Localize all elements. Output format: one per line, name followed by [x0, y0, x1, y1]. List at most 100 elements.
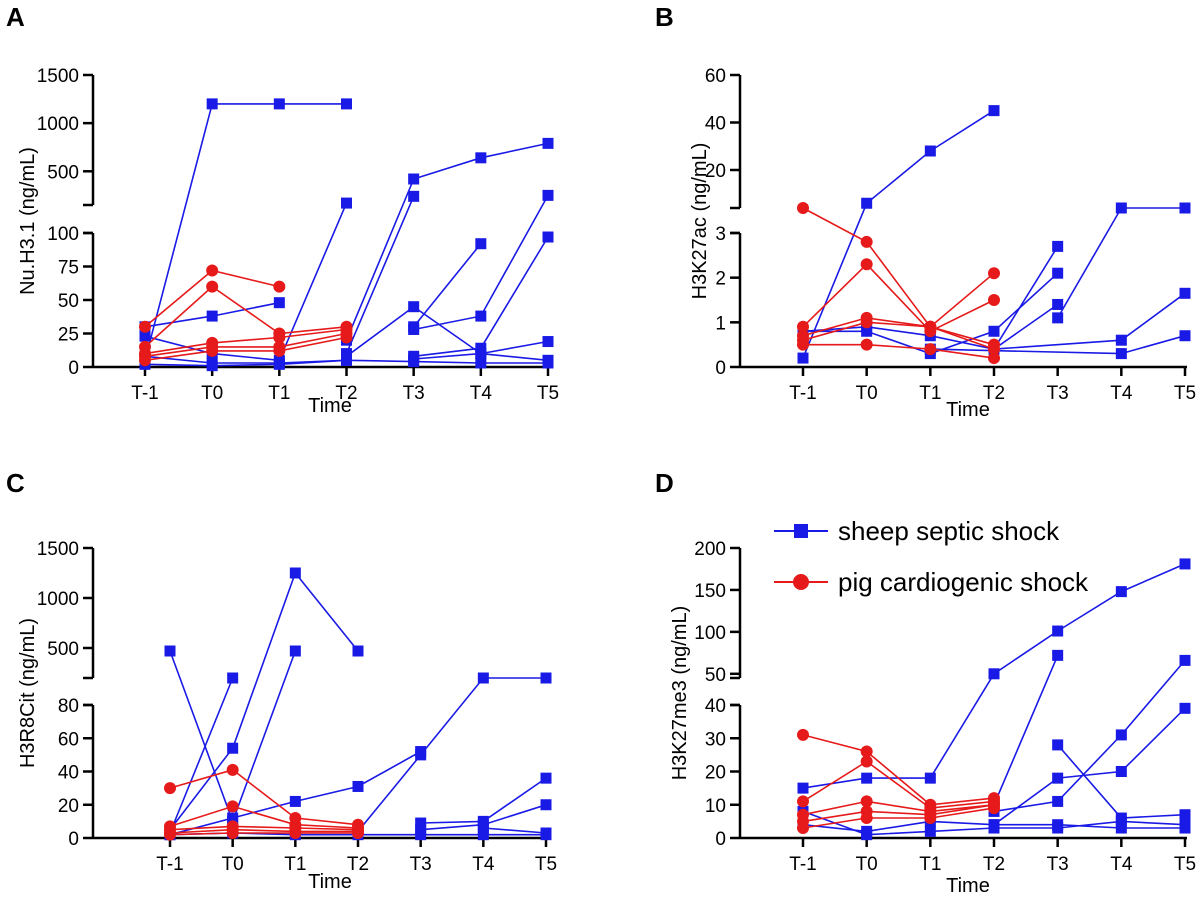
- data-point-square: [1052, 772, 1064, 784]
- data-point-square: [1052, 649, 1064, 661]
- data-point-square: [540, 799, 552, 811]
- data-point-square: [1052, 822, 1064, 834]
- series-line-sheep: [803, 272, 1059, 355]
- data-point-circle: [988, 352, 1000, 365]
- series-line-pig: [169, 768, 359, 826]
- y-tick-label: 30: [705, 729, 726, 750]
- y-tick-label: 100: [694, 623, 726, 644]
- data-point-square: [415, 749, 427, 761]
- data-point-square: [1179, 202, 1191, 214]
- y-tick-label: 10: [705, 796, 726, 817]
- series-line-pig: [802, 207, 995, 328]
- series-line-pig: [802, 760, 995, 809]
- data-point-square: [1179, 702, 1191, 714]
- x-axis-title: Time: [308, 395, 352, 417]
- data-point-circle: [860, 755, 873, 768]
- data-point-square: [540, 772, 552, 784]
- series-line-pig: [803, 343, 995, 359]
- data-point-square: [1179, 654, 1191, 666]
- x-tick-label: T0: [222, 854, 244, 875]
- x-tick-label: T1: [268, 383, 290, 404]
- data-point-square: [542, 189, 554, 201]
- series-line-pig: [169, 825, 359, 831]
- data-point-square: [1115, 729, 1127, 741]
- y-tick-label: 0: [715, 829, 726, 850]
- data-point-circle: [860, 235, 873, 248]
- series-line-pig: [802, 804, 995, 823]
- series-line-sheep: [483, 827, 547, 834]
- series-line-sheep: [413, 236, 549, 358]
- y-tick-label: 20: [705, 161, 726, 182]
- x-tick-label: T4: [470, 383, 493, 404]
- data-point-circle: [860, 812, 873, 825]
- data-point-square: [861, 772, 873, 784]
- data-point-circle: [924, 343, 937, 356]
- legend: sheep septic shock pig cardiogenic shock: [774, 516, 1089, 597]
- y-tick-label: 40: [705, 114, 726, 135]
- data-point-square: [415, 829, 427, 841]
- data-point-square: [1179, 809, 1191, 821]
- series-line-sheep: [169, 571, 359, 831]
- x-tick-label: T1: [919, 383, 941, 404]
- data-point-circle: [226, 827, 239, 840]
- x-tick-label: T-1: [156, 854, 183, 875]
- panel-letter-A: A: [6, 2, 25, 32]
- panel-C: C 0 20 40 60 80 500 1000 1500 T-1 T0 T1 T2 T3 T4 T5 Time…: [6, 468, 557, 893]
- data-point-circle: [924, 320, 937, 333]
- panel-D: D 0 10 20 30 40 50 100 150 200 T-1 T0 T1 T2 T3 T4 T5 Time…: [655, 468, 1196, 897]
- x-tick-label: T2: [347, 854, 369, 875]
- data-point-square: [408, 190, 420, 202]
- data-point-square: [797, 352, 809, 364]
- data-point-square: [988, 822, 1000, 834]
- y-tick-label: 60: [58, 729, 79, 750]
- data-point-circle: [273, 331, 286, 344]
- data-point-circle: [860, 745, 873, 758]
- legend-label: sheep septic shock: [838, 516, 1060, 546]
- data-point-square: [542, 137, 554, 149]
- x-tick-label: T1: [919, 854, 941, 875]
- data-point-square: [408, 356, 420, 368]
- x-tick-label: T2: [983, 383, 1005, 404]
- series-line-pig: [144, 328, 347, 355]
- x-tick-label: T0: [201, 383, 223, 404]
- data-point-square: [988, 325, 1000, 337]
- data-point-circle: [797, 320, 809, 333]
- data-point-square: [206, 360, 218, 372]
- series-line-pig: [802, 317, 995, 346]
- data-point-circle: [139, 354, 151, 367]
- y-axis-title: H3R8Cit (ng/mL): [17, 618, 39, 768]
- data-point-circle: [226, 800, 239, 813]
- panel-letter-B: B: [655, 2, 674, 32]
- data-point-square: [1179, 558, 1191, 570]
- data-point-circle: [797, 338, 809, 351]
- data-point-square: [1115, 202, 1127, 214]
- y-tick-label: 3: [715, 224, 726, 245]
- x-tick-label: T2: [335, 383, 357, 404]
- data-point-square: [1052, 267, 1064, 279]
- series-line-sheep: [345, 142, 549, 341]
- data-point-square: [341, 98, 352, 110]
- data-point-circle: [340, 331, 353, 344]
- y-tick-label: 50: [58, 291, 79, 312]
- y-tick-label: 75: [58, 258, 79, 279]
- data-point-circle: [860, 316, 873, 329]
- series-line-pig: [802, 807, 995, 829]
- data-point-square: [924, 825, 936, 837]
- series-line-sheep: [802, 109, 995, 359]
- data-point-circle: [988, 343, 1000, 356]
- data-point-square: [1052, 298, 1064, 310]
- data-point-square: [475, 357, 487, 369]
- y-axis-title: H3K27me3 (ng/mL): [669, 606, 691, 781]
- data-point-circle: [164, 828, 176, 841]
- data-point-square: [1052, 739, 1064, 751]
- y-tick-label: 60: [705, 66, 726, 87]
- y-tick-label: 0: [715, 358, 726, 379]
- data-point-circle: [924, 812, 937, 825]
- series-line-sheep: [345, 195, 415, 354]
- y-tick-label: 20: [705, 763, 726, 784]
- data-point-square: [1052, 625, 1064, 637]
- data-point-square: [477, 829, 489, 841]
- series-line-sheep: [144, 202, 348, 362]
- y-tick-label: 1500: [37, 539, 79, 560]
- data-point-square: [227, 812, 239, 824]
